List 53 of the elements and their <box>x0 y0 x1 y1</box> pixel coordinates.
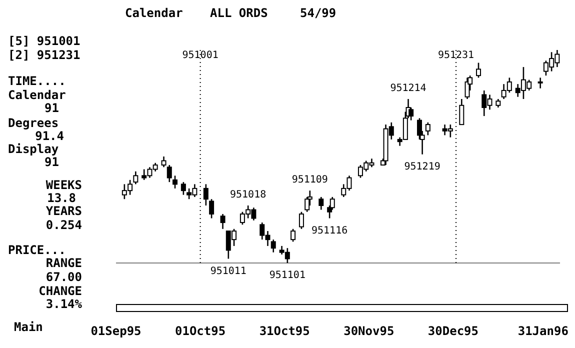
x-tick-label: 01Oct95 <box>175 324 226 338</box>
text: 91 <box>44 155 59 169</box>
candlestick <box>133 170 138 185</box>
candlestick <box>270 238 276 253</box>
chart-title: ALL ORDS <box>210 6 268 20</box>
candlestick <box>161 156 166 168</box>
annotation: 951011 <box>210 266 246 277</box>
candlestick <box>203 184 208 206</box>
text: [2] 951231 <box>8 48 80 62</box>
annotation: 951018 <box>230 189 266 200</box>
candlestick <box>476 62 482 78</box>
text: Calendar <box>125 6 183 20</box>
candlestick <box>318 196 324 210</box>
annotation: 951116 <box>312 225 348 236</box>
text: 0.254 <box>46 218 82 232</box>
annotation: 951219 <box>404 161 440 172</box>
candlestick <box>180 181 186 196</box>
candlestick <box>166 164 172 183</box>
candlestick <box>538 77 543 89</box>
x-tick-label: 01Sep95 <box>90 324 142 338</box>
text: Calendar <box>8 88 66 102</box>
x-tick-label: 31Oct95 <box>259 324 310 338</box>
text: TIME.... <box>8 74 66 88</box>
text: 54/99 <box>300 6 336 20</box>
candlestick <box>425 122 430 136</box>
ref-line-label: 951231 <box>438 50 474 61</box>
text: Display <box>8 142 59 156</box>
candlestick <box>172 175 178 190</box>
text: YEARS <box>46 204 82 218</box>
text: [5] 951001 <box>8 34 80 48</box>
text: Degrees <box>8 116 59 130</box>
x-tick-label: 30Nov95 <box>344 324 394 338</box>
text: PRICE... <box>8 243 66 257</box>
annotation: 951214 <box>390 82 426 94</box>
text: CHANGE <box>38 284 82 298</box>
text: Main <box>14 320 43 334</box>
candlestick <box>298 211 304 230</box>
annotation: 951101 <box>269 270 306 282</box>
candlestick <box>209 198 214 219</box>
text: 91 <box>44 101 59 115</box>
x-tick-label: 31Jan96 <box>518 324 568 338</box>
text: RANGE <box>46 256 82 270</box>
text: 3.14% <box>46 297 82 311</box>
text: 13.8 <box>47 191 76 205</box>
candlestick <box>459 98 464 126</box>
candlestick <box>290 228 296 242</box>
x-tick-label: 30Dec95 <box>428 324 479 338</box>
text: 91.4 <box>35 129 64 143</box>
candlestick <box>220 213 226 230</box>
text: WEEKS <box>46 178 82 192</box>
annotation: 951109 <box>292 174 328 186</box>
ref-line-label: 951001 <box>182 50 218 61</box>
text: 67.00 <box>46 270 82 284</box>
